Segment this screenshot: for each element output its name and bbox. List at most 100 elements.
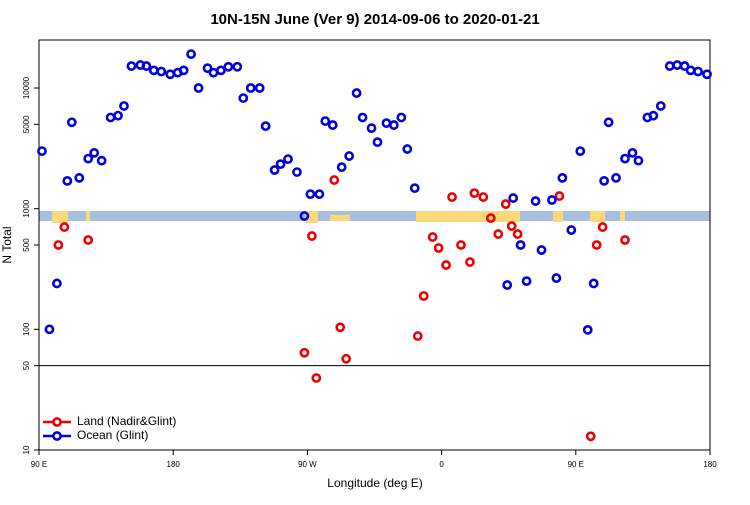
x-tick-label: 0 [439,460,444,469]
point [506,221,517,231]
x-tick-label: 180 [703,460,717,469]
land-patch [416,211,520,222]
x-tick-label: 90 W [298,460,317,469]
point [500,199,511,209]
point [306,231,317,241]
point [83,153,94,164]
x-tick-label: 90 E [568,460,584,469]
point [186,49,196,60]
point [396,112,407,123]
point [412,331,423,341]
point [557,172,568,183]
point [599,175,610,186]
point [126,61,137,71]
land-patch [330,215,350,221]
point [74,172,85,183]
legend-label: Land (Nadir&Glint) [77,414,176,428]
point [283,154,293,165]
point [409,183,420,194]
point [554,191,565,201]
point [275,159,286,170]
point [53,240,64,250]
point [551,273,562,283]
point [238,93,249,103]
point [597,222,608,232]
point [62,175,73,186]
y-tick-label: 5000 [22,115,31,133]
point [202,63,213,74]
land-patch [590,211,605,222]
point [418,291,429,301]
surface-band [39,211,710,223]
point [388,120,399,130]
point [335,322,346,333]
point [512,229,523,239]
point [521,276,532,287]
point [223,61,234,72]
point [582,324,593,335]
point [96,155,107,166]
point [611,172,621,183]
point [402,144,413,154]
y-tick-label: 1000 [22,199,31,217]
point [232,61,243,72]
y-tick-label: 10 [22,445,31,454]
x-tick-label: 180 [167,460,181,469]
point [119,101,129,111]
point [311,373,322,383]
x-tick-label: 90 E [31,460,47,469]
point [305,189,316,200]
point [591,240,602,250]
point [702,69,712,80]
land-patch [620,211,625,221]
y-axis-label: N Total [0,226,14,263]
point [254,83,265,93]
point [575,146,586,157]
point [245,83,256,93]
point [351,88,362,98]
y-tick-label: 10000 [22,76,31,99]
point [478,192,489,202]
point [485,213,496,223]
point [357,112,368,123]
point [536,245,547,255]
legend-marker [52,431,62,441]
point [441,260,451,270]
chart-title: 10N-15N June (Ver 9) 2014-09-06 to 2020-… [210,11,539,28]
point [502,280,513,290]
point [341,353,352,364]
point [344,151,355,161]
point [37,146,47,157]
point [178,65,189,76]
point [89,147,100,158]
point [336,162,347,173]
y-tick-label: 500 [22,238,31,252]
point [465,257,475,267]
point [620,153,630,164]
legend-label: Ocean (Glint) [77,428,148,442]
y-tick-label: 100 [22,322,31,336]
point [588,278,599,289]
point [366,123,377,134]
point [627,147,638,158]
point [260,121,271,132]
point [620,235,630,245]
point [314,189,325,200]
point [83,235,94,245]
point [299,347,310,358]
point [372,137,383,148]
land-patch [553,211,563,222]
point [59,222,70,232]
point [469,188,480,199]
point [299,211,310,221]
point [493,229,504,239]
point [447,192,457,202]
land-patch [86,211,90,221]
point [648,110,659,121]
point [530,196,541,206]
point [269,165,280,175]
point [427,232,438,242]
x-axis-label: Longitude (deg E) [327,476,422,490]
